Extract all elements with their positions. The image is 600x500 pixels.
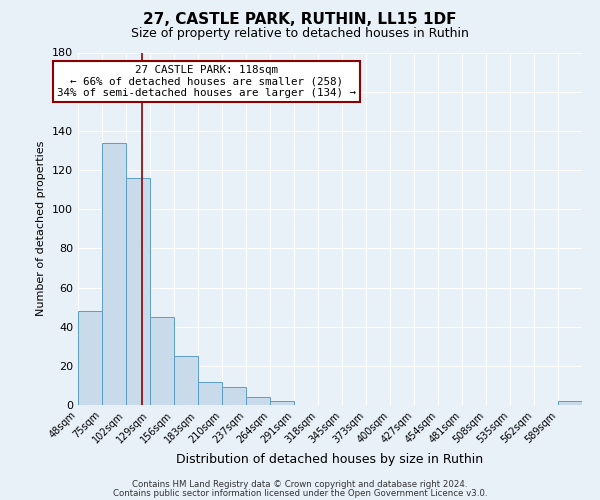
Text: 27, CASTLE PARK, RUTHIN, LL15 1DF: 27, CASTLE PARK, RUTHIN, LL15 1DF — [143, 12, 457, 28]
Bar — [102, 142, 126, 405]
Text: 27 CASTLE PARK: 118sqm
← 66% of detached houses are smaller (258)
34% of semi-de: 27 CASTLE PARK: 118sqm ← 66% of detached… — [57, 65, 356, 98]
X-axis label: Distribution of detached houses by size in Ruthin: Distribution of detached houses by size … — [176, 453, 484, 466]
Bar — [126, 178, 150, 405]
Y-axis label: Number of detached properties: Number of detached properties — [37, 141, 46, 316]
Bar — [246, 397, 270, 405]
Bar — [150, 317, 174, 405]
Text: Size of property relative to detached houses in Ruthin: Size of property relative to detached ho… — [131, 28, 469, 40]
Bar — [222, 388, 246, 405]
Bar — [174, 356, 198, 405]
Bar — [558, 401, 582, 405]
Bar — [78, 311, 102, 405]
Text: Contains HM Land Registry data © Crown copyright and database right 2024.: Contains HM Land Registry data © Crown c… — [132, 480, 468, 489]
Bar — [270, 401, 294, 405]
Text: Contains public sector information licensed under the Open Government Licence v3: Contains public sector information licen… — [113, 490, 487, 498]
Bar — [198, 382, 222, 405]
